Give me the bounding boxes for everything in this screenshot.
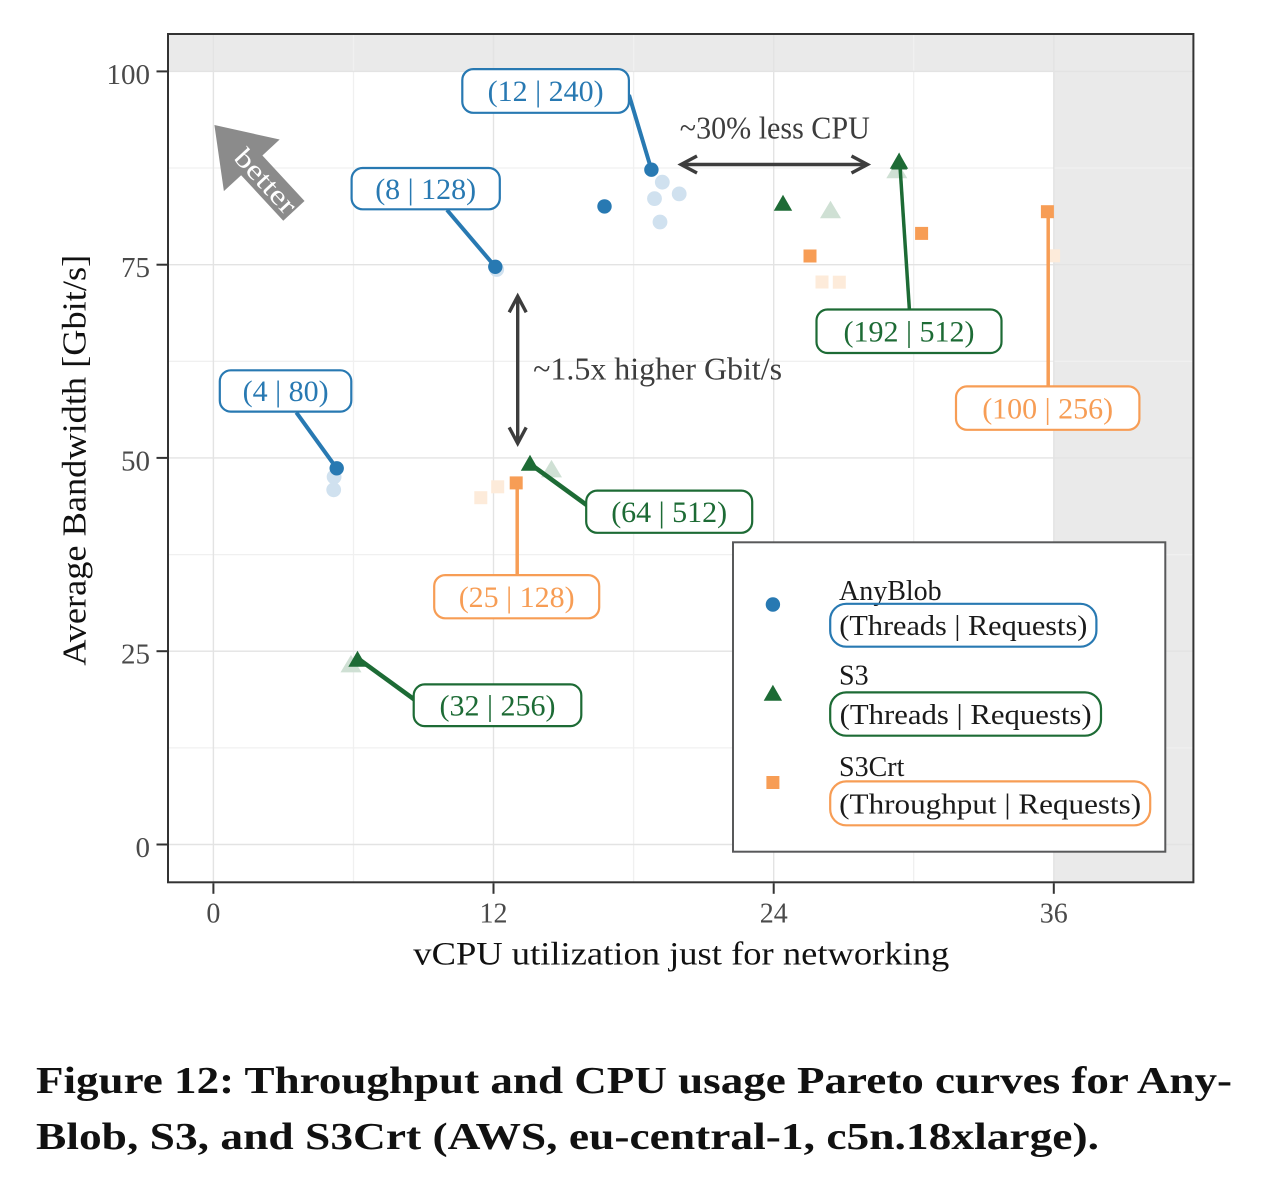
svg-text:25: 25 xyxy=(121,639,150,671)
svg-text:(25 | 128): (25 | 128) xyxy=(459,581,575,614)
svg-text:~1.5x higher Gbit/s: ~1.5x higher Gbit/s xyxy=(533,351,782,387)
svg-text:(Throughput | Requests): (Throughput | Requests) xyxy=(839,789,1141,820)
svg-text:(32 | 256): (32 | 256) xyxy=(440,690,556,723)
svg-text:AnyBlob: AnyBlob xyxy=(839,576,942,607)
svg-text:36: 36 xyxy=(1040,899,1068,930)
svg-text:vCPU utilization just for netw: vCPU utilization just for networking xyxy=(413,937,949,973)
svg-text:S3: S3 xyxy=(839,661,869,692)
svg-text:0: 0 xyxy=(206,899,220,930)
svg-text:(Threads | Requests): (Threads | Requests) xyxy=(839,611,1087,642)
svg-text:(192 | 512): (192 | 512) xyxy=(844,315,975,348)
svg-text:(8 | 128): (8 | 128) xyxy=(375,173,476,206)
svg-text:100: 100 xyxy=(107,59,151,91)
svg-text:(4 | 80): (4 | 80) xyxy=(243,375,329,408)
svg-text:(100 | 256): (100 | 256) xyxy=(982,392,1113,425)
svg-text:12: 12 xyxy=(480,899,508,930)
svg-text:Blob, S3, and S3Crt (AWS, eu-c: Blob, S3, and S3Crt (AWS, eu-central-1, … xyxy=(36,1116,1099,1158)
svg-text:(12 | 240): (12 | 240) xyxy=(488,75,604,108)
svg-text:Average Bandwidth [Gbit/s]: Average Bandwidth [Gbit/s] xyxy=(57,255,94,666)
svg-text:50: 50 xyxy=(121,445,150,477)
svg-text:75: 75 xyxy=(121,252,150,284)
svg-text:0: 0 xyxy=(136,832,151,864)
svg-text:~30% less CPU: ~30% less CPU xyxy=(680,110,870,146)
svg-text:(64 | 512): (64 | 512) xyxy=(611,496,727,529)
svg-text:S3Crt: S3Crt xyxy=(839,752,905,783)
svg-text:24: 24 xyxy=(760,899,788,930)
svg-text:(Threads | Requests): (Threads | Requests) xyxy=(840,700,1092,731)
svg-text:Figure 12: Throughput and CPU: Figure 12: Throughput and CPU usage Pare… xyxy=(36,1060,1232,1102)
